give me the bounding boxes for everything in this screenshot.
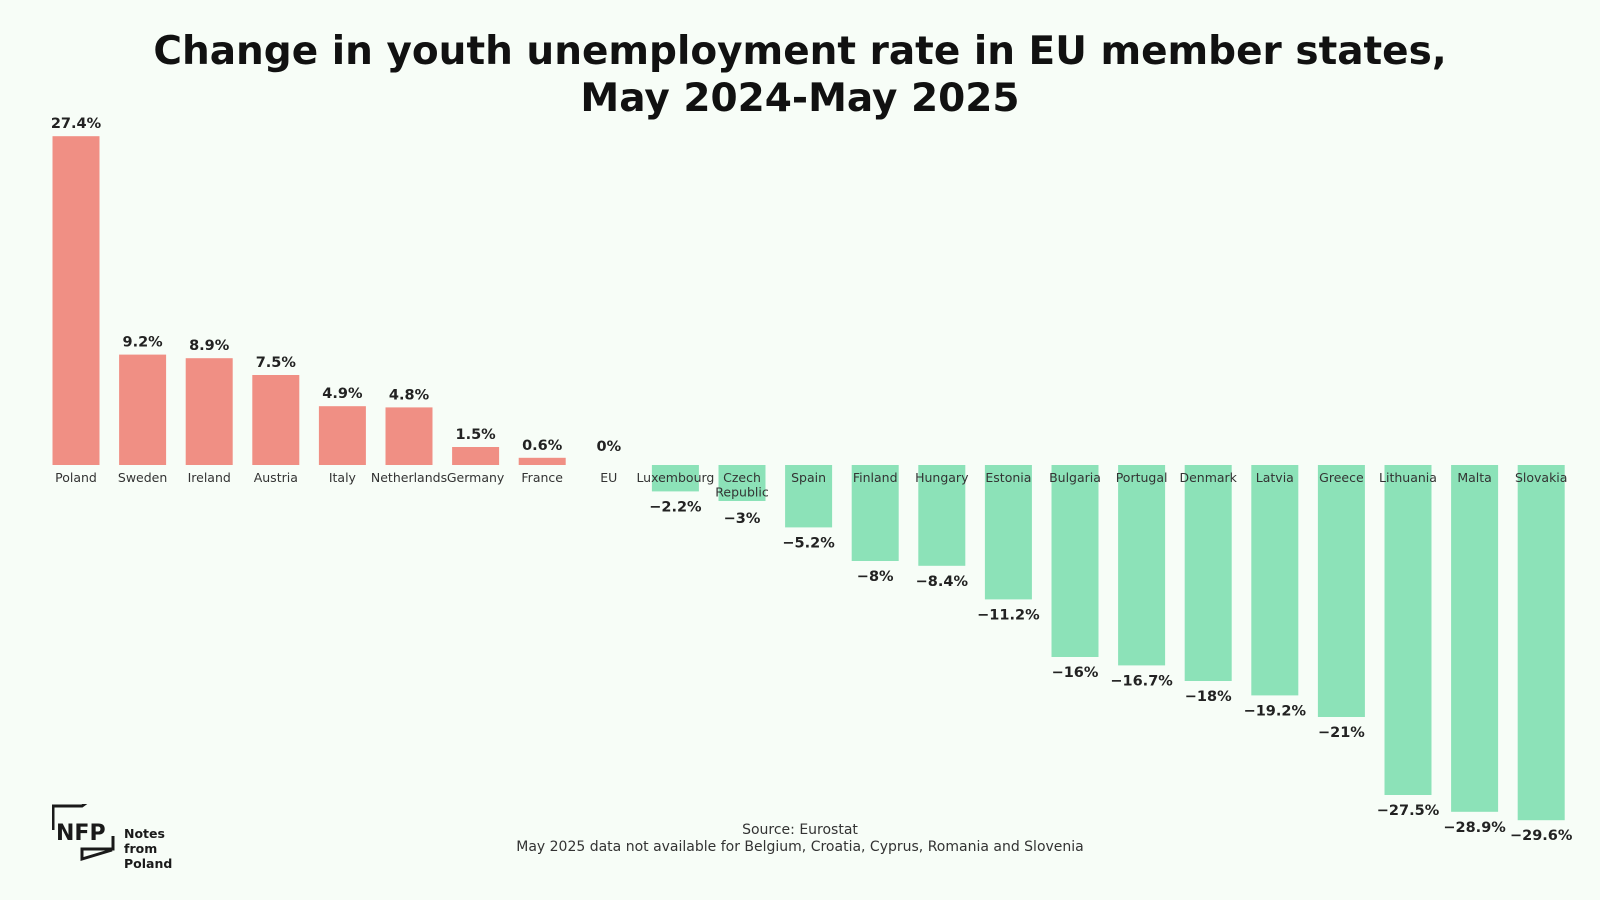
category-label-finland: Finland <box>853 470 898 485</box>
value-label-bulgaria: −16% <box>1052 665 1099 681</box>
nfp-logo-mark: NFP <box>52 804 115 862</box>
value-label-malta: −28.9% <box>1443 820 1506 836</box>
category-label-eu: EU <box>600 470 617 485</box>
value-label-france: 0.6% <box>522 438 563 454</box>
chart-title: Change in youth unemployment rate in EU … <box>0 28 1600 122</box>
value-label-estonia: −11.2% <box>977 607 1040 623</box>
value-label-italy: 4.9% <box>322 386 363 402</box>
bar-sweden <box>119 354 167 465</box>
bar-estonia <box>984 465 1032 600</box>
category-label-portugal: Portugal <box>1116 470 1168 485</box>
category-label-netherlands: Netherlands <box>371 470 447 485</box>
category-label-estonia: Estonia <box>985 470 1031 485</box>
category-label-bulgaria: Bulgaria <box>1049 470 1101 485</box>
category-label-malta: Malta <box>1457 470 1491 485</box>
category-label-latvia: Latvia <box>1256 470 1294 485</box>
bar-latvia <box>1251 465 1299 696</box>
category-label-lithuania: Lithuania <box>1379 470 1437 485</box>
category-label-czech-republic: Czech Republic <box>715 470 769 500</box>
value-label-portugal: −16.7% <box>1110 673 1173 689</box>
bar-austria <box>252 375 300 465</box>
nfp-logo: NFP Notes from Poland <box>52 804 202 871</box>
value-label-ireland: 8.9% <box>189 338 230 354</box>
value-label-lithuania: −27.5% <box>1377 803 1440 819</box>
value-label-poland: 27.4% <box>51 116 102 132</box>
chart-source: Source: Eurostat May 2025 data not avail… <box>0 822 1600 856</box>
category-label-ireland: Ireland <box>188 470 231 485</box>
bar-denmark <box>1184 465 1232 681</box>
chart-title-line1: Change in youth unemployment rate in EU … <box>153 29 1447 74</box>
bar-lithuania <box>1384 465 1432 795</box>
nfp-logo-text: Notes from Poland <box>124 826 202 871</box>
category-label-greece: Greece <box>1319 470 1364 485</box>
bar-portugal <box>1118 465 1166 666</box>
logo-text-line1: Notes from <box>124 826 165 856</box>
data-note: May 2025 data not available for Belgium,… <box>516 839 1084 855</box>
category-label-italy: Italy <box>329 470 357 485</box>
category-label-luxembourg: Luxembourg <box>636 470 714 485</box>
category-label-spain: Spain <box>791 470 826 485</box>
category-label-germany: Germany <box>447 470 505 485</box>
value-label-luxembourg: −2.2% <box>649 499 702 515</box>
category-label-hungary: Hungary <box>915 470 969 485</box>
value-label-spain: −5.2% <box>782 535 835 551</box>
category-label-poland: Poland <box>55 470 97 485</box>
bar-netherlands <box>385 407 433 465</box>
category-label-austria: Austria <box>254 470 298 485</box>
bar-malta <box>1451 465 1499 812</box>
category-label-sweden: Sweden <box>118 470 167 485</box>
value-label-eu: 0% <box>596 439 621 455</box>
value-label-denmark: −18% <box>1185 689 1232 705</box>
category-label-denmark: Denmark <box>1179 470 1237 485</box>
bar-luxembourg <box>651 465 699 492</box>
bar-greece <box>1317 465 1365 717</box>
bar-czech-republic <box>718 465 766 501</box>
value-label-slovakia: −29.6% <box>1510 828 1573 844</box>
bar-bulgaria <box>1051 465 1099 657</box>
bar-ireland <box>185 358 233 465</box>
chart-title-line2: May 2024-May 2025 <box>580 76 1020 121</box>
value-label-greece: −21% <box>1318 725 1365 741</box>
category-label-france: France <box>521 470 563 485</box>
source-line: Source: Eurostat <box>742 822 858 838</box>
value-label-hungary: −8.4% <box>916 574 969 590</box>
bar-finland <box>851 465 899 561</box>
bar-hungary <box>918 465 966 566</box>
value-label-sweden: 9.2% <box>122 335 163 351</box>
bar-poland <box>52 136 100 465</box>
bar-spain <box>785 465 833 528</box>
value-label-czech-republic: −3% <box>724 511 761 527</box>
value-label-germany: 1.5% <box>455 427 496 443</box>
bar-italy <box>318 406 366 465</box>
bar-slovakia <box>1517 465 1565 821</box>
value-label-finland: −8% <box>857 569 894 585</box>
value-label-netherlands: 4.8% <box>389 387 430 403</box>
category-label-slovakia: Slovakia <box>1515 470 1567 485</box>
value-label-latvia: −19.2% <box>1244 703 1307 719</box>
bar-germany <box>452 447 500 465</box>
value-label-austria: 7.5% <box>256 355 297 371</box>
logo-text-line2: Poland <box>124 856 173 871</box>
bar-france <box>518 457 566 465</box>
nfp-logo-letters: NFP <box>56 821 106 846</box>
